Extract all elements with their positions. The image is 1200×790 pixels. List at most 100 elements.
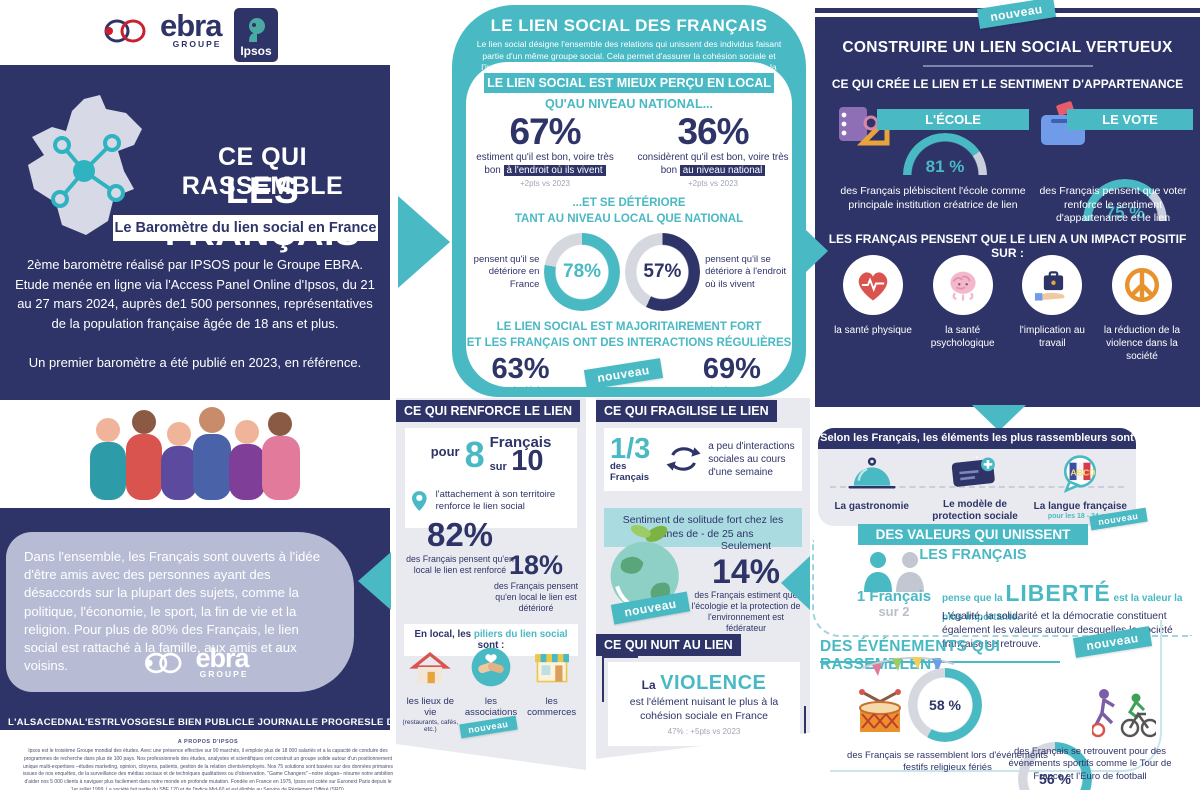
un-francais-label: 1 Français (856, 588, 932, 605)
down-arrow (972, 405, 1026, 431)
la-label: La (641, 678, 656, 692)
strong-link-title: LE LIEN SOCIAL EST MAJORITAIREMENT FORT … (466, 321, 792, 350)
interactions-stats: 63% des Français déclarent un lien socia… (466, 352, 792, 387)
france-map-icon (28, 95, 142, 235)
ten-value: 10 (511, 445, 544, 477)
stat-63: 63% des Français déclarent un lien socia… (469, 352, 573, 387)
valeurs-band: DES VALEURS QUI UNISSENT (858, 524, 1088, 545)
first-barometre-note: Un premier baromètre a été publié en 202… (28, 355, 362, 370)
piliers-intro: En local, les piliers du lien social son… (404, 624, 578, 656)
pilier-associations: les associations (462, 646, 520, 733)
briefcase-hand-icon (1035, 271, 1065, 301)
liberte-value: LIBERTÉ (1005, 580, 1111, 606)
francais-label: Français (489, 434, 552, 451)
renforce-card: CE QUI RENFORCE LE LIEN pour 8 Français … (396, 398, 586, 770)
brand-bien-public: LE BIEN PUBLIC (162, 717, 242, 728)
sur-deux-label: sur 2 (878, 604, 910, 619)
national-level-subtitle: QU'AU NIVEAU NATIONAL... (544, 97, 714, 111)
right-panel-arrow (806, 230, 828, 272)
brand-journal: LE JOURNAL (241, 717, 306, 728)
bunting-flags-icon (861, 656, 955, 676)
main-title-line2: LES FRANÇAIS (165, 170, 360, 253)
rassembleurs-panel: Selon les Français, les éléments les plu… (818, 428, 1136, 526)
stat-local-vs2023: +2pts vs 2023 (519, 179, 571, 189)
appartenance-subtitle: CE QUI CRÉE LE LIEN ET LE SENTIMENT D'AP… (831, 77, 1184, 91)
left-bottom-panel: Dans l'ensemble, les Français sont ouver… (0, 508, 438, 730)
vertueux-panel: CONSTRUIRE UN LIEN SOCIAL VERTUEUX CE QU… (815, 17, 1200, 407)
liberte-line: pense que la LIBERTÉ est la valeur la pl… (942, 580, 1183, 623)
rassembleur-langue-francaise: ABCD La langue française pour les 18 - 2… (1031, 454, 1130, 522)
violence-box: La VIOLENCE est l'élément nuisant le plu… (602, 656, 806, 752)
svg-text:ABCD: ABCD (1071, 468, 1096, 478)
vote-band: LE VOTE (1067, 109, 1193, 130)
vote-caption: des Français pensent que voter renforce … (1039, 185, 1187, 225)
local-vs-national-stats: 67% estiment qu'il est bon, voire très b… (466, 111, 792, 189)
handshake-icon (471, 647, 511, 687)
stat-national-highlight: au niveau national (679, 164, 766, 176)
carte-vitale-icon (951, 457, 995, 487)
brand-est: L'EST (79, 717, 108, 728)
ebra-groupe-logo-white: ebra GROUPE (0, 642, 390, 680)
rassembleur-gastronomie: La gastronomie (824, 454, 919, 522)
local-perception-band: LE LIEN SOCIAL EST MIEUX PERÇU EN LOCAL (484, 73, 774, 93)
main-title-line1: CE QUI RASSEMBLE (181, 143, 344, 200)
vertueux-underline (923, 65, 1093, 67)
rassembleurs-dashed-line (830, 486, 1124, 488)
location-pin-icon (412, 491, 427, 511)
ebra-groupe-logo: ebra GROUPE (100, 7, 222, 50)
stat-local-value: 67% (509, 111, 581, 152)
ebra-wordmark-white: ebra (195, 642, 249, 673)
ebra-wordmark: ebra (160, 7, 222, 43)
piliers-row: les lieux de vie (restaurants, cafés, et… (400, 646, 582, 733)
methodology-text: 2ème baromètre réalisé par IPSOS pour le… (15, 257, 375, 331)
brand-progres: LE PROGRES (305, 717, 371, 728)
fine-print-title: A PROPOS D'IPSOS (177, 739, 239, 745)
fragilise-header: CE QUI FRAGILISE LE LIEN (596, 400, 777, 422)
violence-text: est l'élément nuisant le plus à la cohés… (629, 696, 779, 722)
stat-national-value: 36% (677, 111, 749, 152)
lien-social-title: LE LIEN SOCIAL DES FRANÇAIS (490, 16, 768, 35)
donut-sportifs: 56 % (1018, 742, 1092, 790)
peace-icon (1124, 267, 1160, 303)
cycle-arrows-icon (666, 447, 701, 472)
brand-dna: DNA (57, 717, 80, 728)
newspaper-brands-row: L'ALSACE DNA L'EST RL VOSGES LE BIEN PUB… (0, 717, 438, 728)
pilier-commerces: les commerces (523, 646, 581, 733)
pour-label: pour (430, 443, 460, 459)
ebra-groupe-label-white: GROUPE (199, 669, 249, 680)
ipsos-wordmark: Ipsos (240, 44, 272, 58)
pilier-lieux-de-vie: les lieux de vie (restaurants, cafés, et… (401, 646, 459, 733)
vote-gauge: 75 % (1083, 179, 1167, 225)
fragilise-third-box: 1/3 des Français a peu d'interactions so… (604, 428, 802, 491)
fragilise-arrow-left (781, 556, 810, 610)
territoire-text: l'attachement à son territoire renforce … (435, 488, 556, 512)
fragilise-card: CE QUI FRAGILISE LE LIEN 1/3 des Françai… (596, 398, 810, 759)
festifs-caption: des Français se rassemblent lors d'événe… (847, 750, 1048, 774)
ecole-gauge: 81 % (903, 133, 987, 179)
ipsos-fine-print: A PROPOS D'IPSOS Ipsos est le troisième … (22, 739, 394, 790)
impact-row: la santé physique la santé psychologique (829, 255, 1186, 363)
lien-social-card: LE LIEN SOCIAL DES FRANÇAIS Le lien soci… (452, 5, 806, 397)
violence-vs2023: 47% : +5pts vs 2023 (667, 727, 741, 737)
sport-figures-icon (1092, 689, 1156, 738)
impact-title: LES FRANÇAIS PENSENT QUE LE LIEN A UN IM… (828, 232, 1187, 260)
ipsos-face-icon (249, 18, 265, 42)
one-third-label: des Français (610, 461, 650, 483)
storefront-icon (534, 654, 569, 683)
ecole-band: L'ÉCOLE (877, 109, 1029, 130)
deterioration-donuts: pensent qu'il se détériore en France 78%… (466, 233, 792, 311)
bubble-arrow-left (358, 552, 391, 610)
donut-local: 57% (625, 233, 700, 311)
valeurs-band2: LES FRANÇAIS (919, 547, 1027, 563)
stat-69: 69% ont eu des interactions au moins une… (680, 352, 783, 387)
impact-travail: l'implication au travail (1008, 255, 1096, 363)
nuit-header: CE QUI NUIT AU LIEN (596, 634, 741, 656)
donut-france-label: 78% (563, 261, 602, 283)
stat-national-text: considèrent qu'il est bon, voire très bo… (637, 151, 789, 176)
rassembleurs-header: Selon les Français, les éléments les plu… (818, 428, 1136, 465)
stat-local: 67% estiment qu'il est bon, voire très b… (469, 111, 621, 189)
ebra-swirl-icon-white (145, 652, 182, 674)
donut-local-label: 57% (643, 261, 682, 283)
brain-icon (950, 271, 976, 301)
nouveau-badge-center: nouveau (583, 357, 663, 387)
